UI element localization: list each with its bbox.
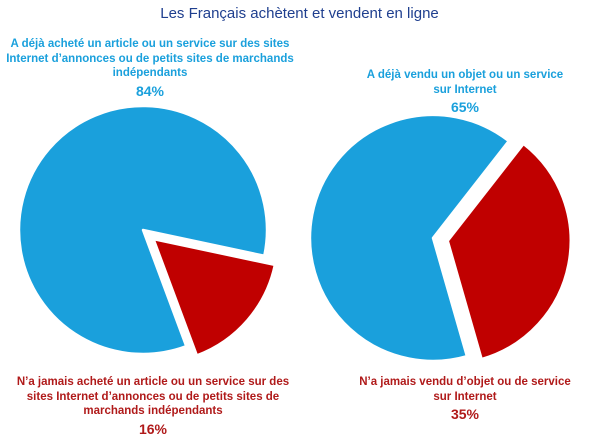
sell-yes-text: A déjà vendu un objet ou un service sur … [366,69,564,96]
sell-no-label: N’a jamais vendu d’objet ou de service s… [350,375,580,422]
sell-no-slice [446,142,572,361]
chart-title: Les Français achètent et vendent en lign… [160,5,439,22]
buy-yes-text: A déjà acheté un article ou un service s… [6,38,294,79]
sell-yes-label: A déjà vendu un objet ou un service sur … [365,68,565,115]
sell-no-text: N’a jamais vendu d’objet ou de service s… [359,376,571,403]
buy-yes-label: A déjà acheté un article ou un service s… [0,37,300,98]
buy-no-value: 16% [138,420,168,437]
sell-yes-value: 65% [450,99,480,115]
buy-no-text: N’a jamais acheté un article ou un servi… [16,376,290,417]
sell-yes-slice [308,113,510,363]
buy-yes-slice [17,104,269,356]
buy-no-slice [152,237,277,357]
sell-no-value: 35% [450,406,480,422]
buy-yes-value: 84% [135,82,165,99]
buy-no-label: N’a jamais acheté un article ou un servi… [8,375,298,436]
